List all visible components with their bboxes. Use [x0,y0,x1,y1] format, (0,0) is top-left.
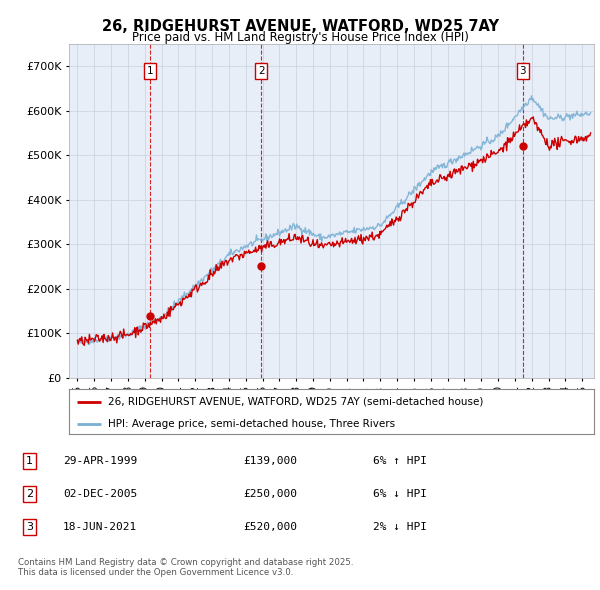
Text: £520,000: £520,000 [244,522,298,532]
Text: 2% ↓ HPI: 2% ↓ HPI [373,522,427,532]
Text: 18-JUN-2021: 18-JUN-2021 [63,522,137,532]
Text: 2: 2 [26,489,33,499]
Text: Price paid vs. HM Land Registry's House Price Index (HPI): Price paid vs. HM Land Registry's House … [131,31,469,44]
Text: 6% ↑ HPI: 6% ↑ HPI [373,456,427,466]
Text: 6% ↓ HPI: 6% ↓ HPI [373,489,427,499]
Text: 02-DEC-2005: 02-DEC-2005 [63,489,137,499]
Text: 3: 3 [520,66,526,76]
Text: 29-APR-1999: 29-APR-1999 [63,456,137,466]
Text: £250,000: £250,000 [244,489,298,499]
Text: HPI: Average price, semi-detached house, Three Rivers: HPI: Average price, semi-detached house,… [109,419,395,429]
Text: 1: 1 [147,66,154,76]
Text: £139,000: £139,000 [244,456,298,466]
Text: 2: 2 [258,66,265,76]
Text: 1: 1 [26,456,33,466]
Text: Contains HM Land Registry data © Crown copyright and database right 2025.
This d: Contains HM Land Registry data © Crown c… [18,558,353,577]
Text: 3: 3 [26,522,33,532]
Text: 26, RIDGEHURST AVENUE, WATFORD, WD25 7AY (semi-detached house): 26, RIDGEHURST AVENUE, WATFORD, WD25 7AY… [109,397,484,407]
Text: 26, RIDGEHURST AVENUE, WATFORD, WD25 7AY: 26, RIDGEHURST AVENUE, WATFORD, WD25 7AY [101,19,499,34]
